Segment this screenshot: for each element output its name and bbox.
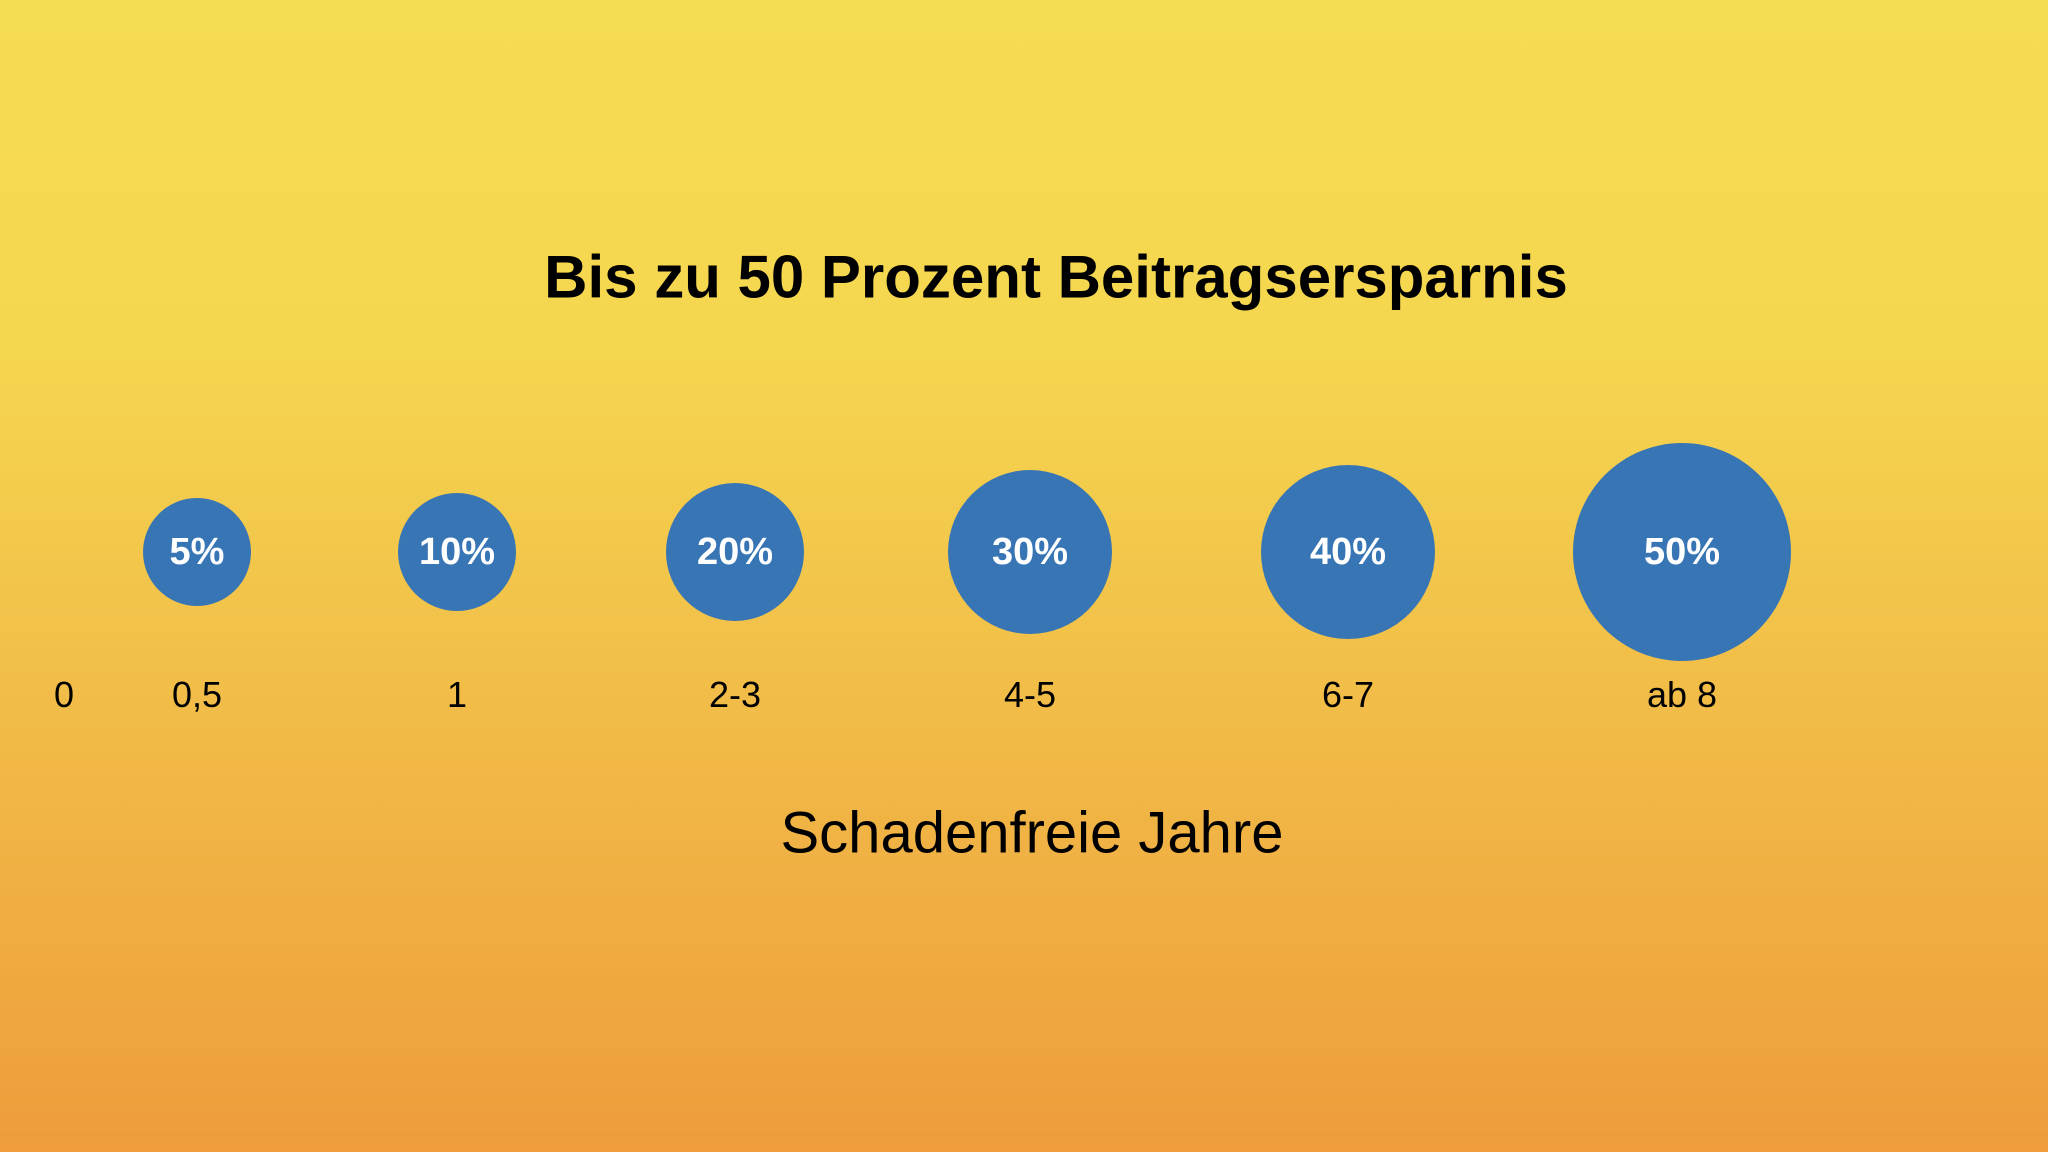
bubble-value-label: 20% [696, 530, 774, 573]
chart-title: Bis zu 50 Prozent Beitragsersparnis [544, 243, 1568, 311]
bubble-value-label: 5% [169, 530, 225, 573]
x-tick-label: 4-5 [1003, 674, 1057, 715]
bubble-value-label: 30% [991, 530, 1069, 573]
x-tick-label: 1 [446, 674, 468, 715]
x-tick-label: ab 8 [1646, 674, 1718, 715]
bubble-30pct: 30% [948, 470, 1112, 634]
bubble-20pct: 20% [666, 483, 804, 621]
bubble-value-label: 50% [1643, 530, 1721, 573]
x-tick-label: 2-3 [708, 674, 762, 715]
bubble-10pct: 10% [398, 493, 516, 611]
bubble-value-label: 40% [1309, 530, 1387, 573]
x-tick-label: 0,5 [171, 674, 223, 715]
bubble-40pct: 40% [1261, 465, 1435, 639]
x-tick-label: 6-7 [1321, 674, 1375, 715]
bubble-5pct: 5% [143, 498, 251, 606]
bubble-50pct: 50% [1573, 443, 1791, 661]
x-tick-label: 0 [53, 674, 75, 715]
x-axis-label: Schadenfreie Jahre [780, 800, 1284, 866]
bubble-value-label: 10% [418, 530, 496, 573]
